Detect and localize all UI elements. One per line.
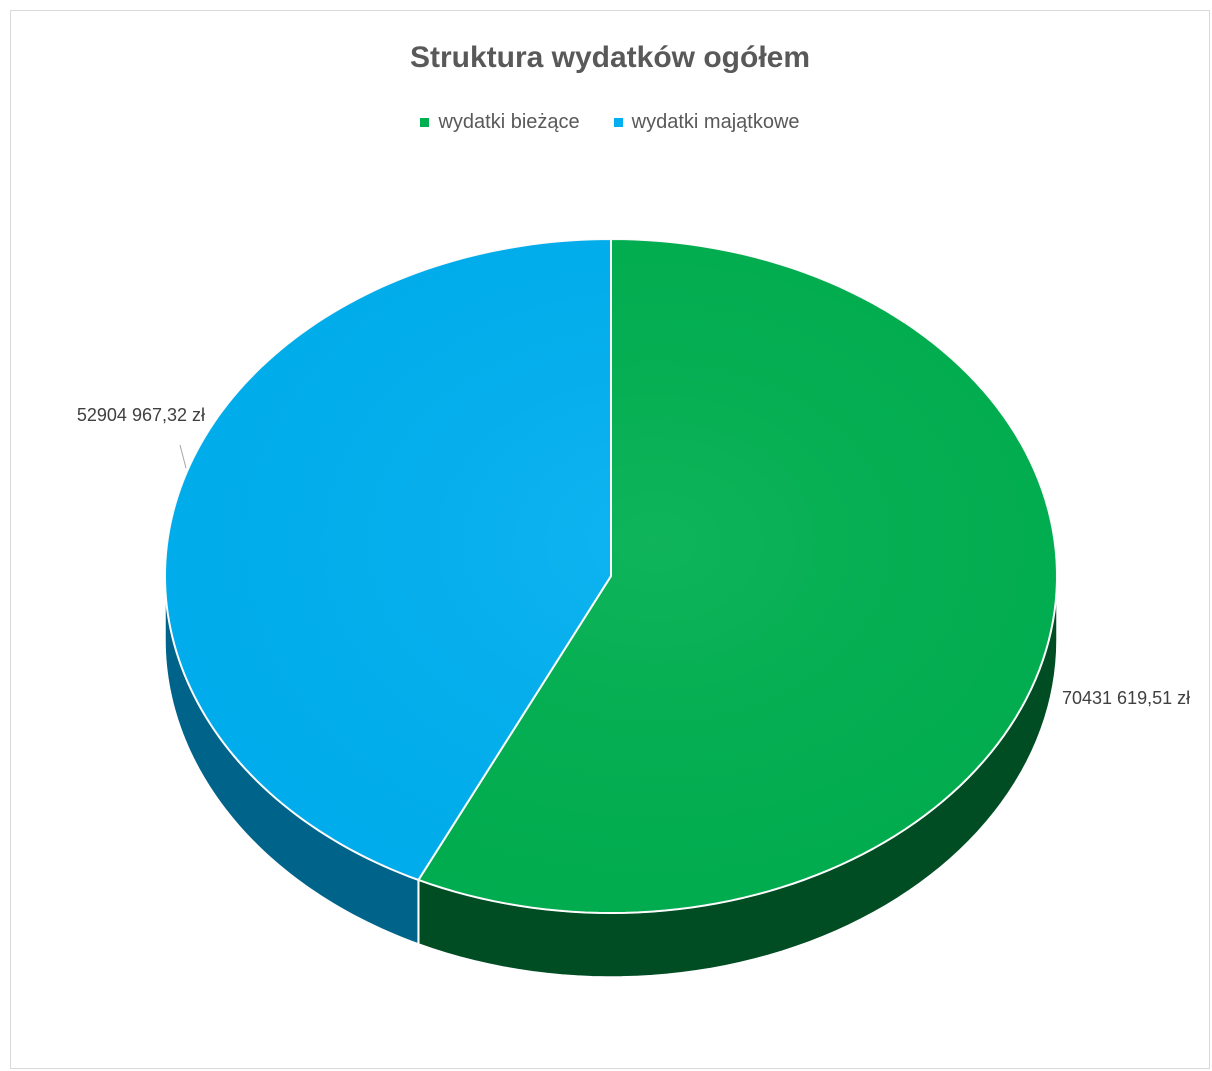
pie-sheen (165, 239, 1057, 913)
legend-item-wydatki-biezace: wydatki bieżące (420, 111, 580, 134)
legend-label-wydatki-biezace: wydatki bieżące (438, 111, 580, 133)
legend: wydatki bieżące wydatki majątkowe (11, 111, 1209, 134)
data-label-leader-wydatki-majatkowe (179, 444, 187, 469)
legend-swatch-wydatki-majatkowe (613, 118, 623, 127)
data-label-wydatki-biezace: 70431 619,51 zł (1062, 688, 1190, 708)
legend-item-wydatki-majatkowe: wydatki majątkowe (613, 111, 800, 134)
chart-title: Struktura wydatków ogółem (409, 41, 811, 74)
legend-label-wydatki-majatkowe: wydatki majątkowe (631, 111, 800, 133)
data-label-wydatki-majatkowe: 52904 967,32 zł (77, 405, 205, 425)
legend-swatch-wydatki-biezace (420, 118, 430, 127)
